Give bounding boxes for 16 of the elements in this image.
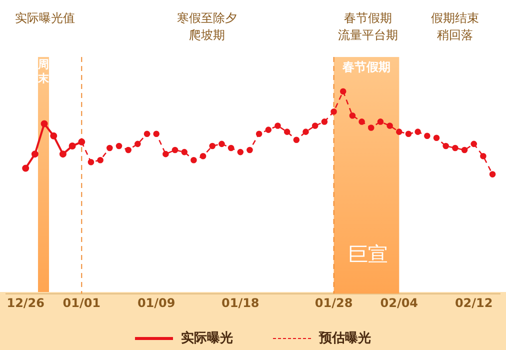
text: 春节假期流量平台期 <box>338 10 398 44</box>
text: 假期结束稍回落 <box>431 10 479 44</box>
x-tick-label: 01/18 <box>222 296 260 310</box>
text: 实际曝光值 <box>15 10 75 27</box>
x-tick-label: 01/28 <box>314 296 353 310</box>
legend-label: 预估曝光 <box>319 330 371 347</box>
band-label: 春节假期 <box>341 60 390 74</box>
annotation: 巨宣 <box>348 241 388 267</box>
x-tick-label: 12/26 <box>6 296 44 310</box>
x-tick-label: 01/09 <box>137 296 176 310</box>
x-tick-label: 02/04 <box>380 296 418 310</box>
x-tick-label: 01/01 <box>62 296 101 310</box>
x-tick-label: 02/12 <box>454 296 493 310</box>
text: 周末 <box>38 58 49 86</box>
text: 寒假至除夕爬坡期 <box>177 10 237 44</box>
legend-label: 实际曝光 <box>181 330 233 347</box>
